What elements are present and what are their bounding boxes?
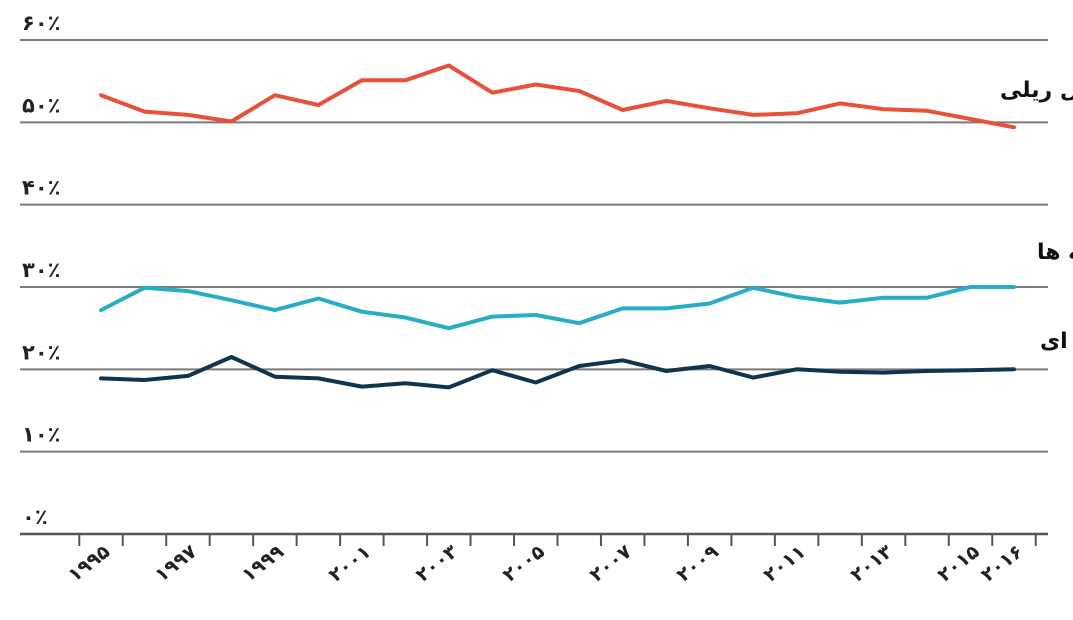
- y-tick-label: ۶۰٪: [22, 11, 60, 35]
- x-tick-label: ۲۰۰۳: [412, 540, 462, 586]
- x-tick-label: ۲۰۰۵: [499, 540, 549, 586]
- y-tick-label: ۵۰٪: [22, 93, 60, 117]
- y-tick-label: ۰٪: [22, 505, 48, 529]
- y-tick-label: ۲۰٪: [22, 340, 60, 364]
- series-label-road: حمل و نقل جاده ای: [1040, 329, 1073, 354]
- series-label-river: حمل و نقل داخل رودخانه ها: [1037, 240, 1073, 265]
- x-axis: [20, 532, 1048, 546]
- x-tick-label: ۲۰۱۳: [847, 540, 897, 586]
- x-tick-label: ۲۰۰۱: [325, 541, 375, 587]
- y-tick-label: ۳۰٪: [22, 258, 60, 282]
- series-line-1: [99, 285, 1016, 331]
- x-tick-label: ۲۰۰۹: [673, 540, 723, 586]
- x-tick-label: ۱۹۹۹: [238, 540, 288, 586]
- x-tick-label: ۲۰۱۶: [977, 541, 1027, 587]
- y-tick-label: ۱۰٪: [22, 423, 60, 447]
- x-tick-label: ۲۰۱۵: [934, 540, 984, 586]
- series-label-rail: حمل و نقل ریلی: [1000, 78, 1073, 103]
- x-tick-label: ۲۰۱۱: [760, 541, 810, 587]
- y-tick-label: ۴۰٪: [22, 176, 60, 200]
- series-line-2: [99, 355, 1016, 390]
- x-tick-label: ۱۹۹۷: [151, 540, 201, 586]
- y-axis-tick-labels: ۰٪ ۱۰٪ ۲۰٪ ۳۰٪ ۴۰٪ ۵۰٪ ۶۰٪: [22, 11, 60, 529]
- x-tick-label: ۱۹۹۵: [64, 540, 114, 586]
- series-labels: حمل و نقل ریلی حمل و نقل داخل رودخانه ها…: [1000, 78, 1073, 354]
- series-line-0: [99, 63, 1016, 130]
- grid-lines: [20, 39, 1048, 453]
- series-lines: [99, 63, 1016, 390]
- x-axis-tick-labels: ۱۹۹۵ ۱۹۹۷ ۱۹۹۹ ۲۰۰۱ ۲۰۰۳ ۲۰۰۵ ۲۰۰۷ ۲۰۰۹ ۲۰۱۱ ۲۰۱۳…: [64, 540, 1027, 586]
- x-tick-label: ۲۰۰۷: [586, 540, 636, 586]
